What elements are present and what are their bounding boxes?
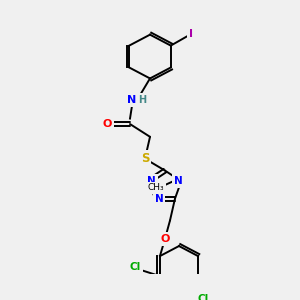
Text: N: N bbox=[174, 176, 182, 186]
Text: H: H bbox=[138, 95, 146, 105]
Text: I: I bbox=[189, 29, 193, 39]
Text: S: S bbox=[141, 152, 149, 165]
Text: CH₃: CH₃ bbox=[148, 183, 164, 192]
Text: N: N bbox=[154, 194, 164, 204]
Text: Cl: Cl bbox=[129, 262, 141, 272]
Text: O: O bbox=[160, 234, 170, 244]
Text: O: O bbox=[102, 119, 112, 129]
Text: N: N bbox=[148, 176, 156, 186]
Text: Cl: Cl bbox=[197, 294, 209, 300]
Text: N: N bbox=[128, 95, 136, 105]
